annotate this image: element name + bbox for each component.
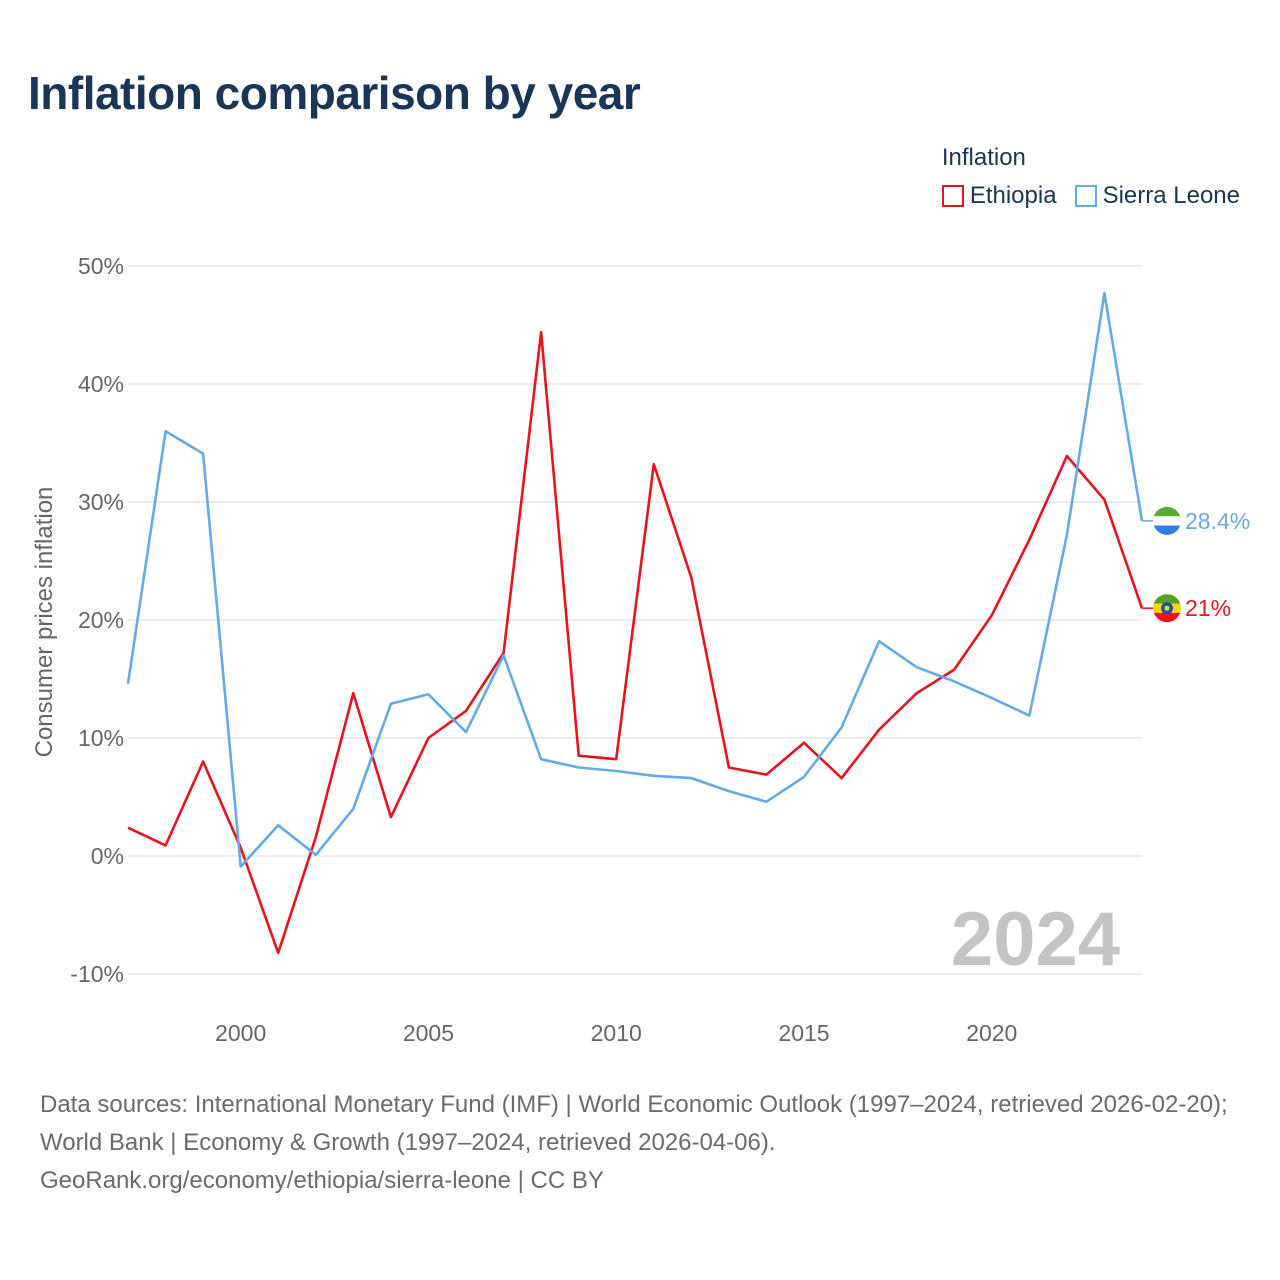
legend: Inflation Ethiopia Sierra Leone <box>941 144 1240 210</box>
x-tick-label: 2005 <box>403 1020 454 1046</box>
y-axis-ticks: -10% 0% 10% 20% 30% 40% 50% <box>70 253 124 987</box>
flag-icon-ethiopia <box>1153 594 1181 623</box>
x-axis-ticks: 2000 2005 2010 2015 2020 <box>215 1020 1017 1046</box>
end-value-label-sierra-leone: 28.4% <box>1185 508 1250 534</box>
legend-title: Inflation <box>941 144 1026 171</box>
series-line-sierra-leone <box>126 291 1144 868</box>
legend-label-ethiopia: Ethiopia <box>969 182 1057 209</box>
legend-item-ethiopia[interactable]: Ethiopia <box>941 182 1057 210</box>
x-tick-label: 2020 <box>966 1020 1017 1046</box>
y-tick-label: -10% <box>70 961 124 987</box>
data-sources: Data sources: International Monetary Fun… <box>40 1091 1228 1156</box>
series-line-ethiopia <box>127 330 1144 955</box>
legend-item-sierra-leone[interactable]: Sierra Leone <box>1074 182 1240 210</box>
legend-label-sierra-leone: Sierra Leone <box>1102 182 1240 209</box>
chart-title: Inflation comparison by year <box>28 67 641 119</box>
y-tick-label: 30% <box>78 489 124 515</box>
footer: Data sources: International Monetary Fun… <box>40 1086 1250 1200</box>
y-tick-label: 50% <box>78 253 124 279</box>
y-tick-label: 20% <box>78 607 124 633</box>
flag-icon-sierra-leone <box>1153 506 1181 535</box>
y-tick-label: 0% <box>91 843 124 869</box>
end-labels: 21% 28.4% <box>1142 506 1250 623</box>
attribution-link[interactable]: GeoRank.org/economy/ethiopia/sierra-leon… <box>40 1167 604 1194</box>
legend-swatch-sierra-leone <box>1074 185 1097 207</box>
x-tick-label: 2000 <box>215 1020 266 1046</box>
legend-swatch-ethiopia <box>941 185 964 207</box>
x-tick-label: 2010 <box>591 1020 642 1046</box>
y-tick-label: 40% <box>78 371 124 397</box>
y-axis-label: Consumer prices inflation <box>31 487 58 758</box>
end-value-label-ethiopia: 21% <box>1185 595 1231 621</box>
line-chart: -10%0%10%20%30%40%50% 2000 2005 2010 2015 20… <box>31 253 1250 1046</box>
y-tick-label: 10% <box>78 725 124 751</box>
x-tick-label: 2015 <box>778 1020 829 1046</box>
year-watermark: 2024 <box>951 897 1120 982</box>
series-lines <box>126 291 1144 955</box>
